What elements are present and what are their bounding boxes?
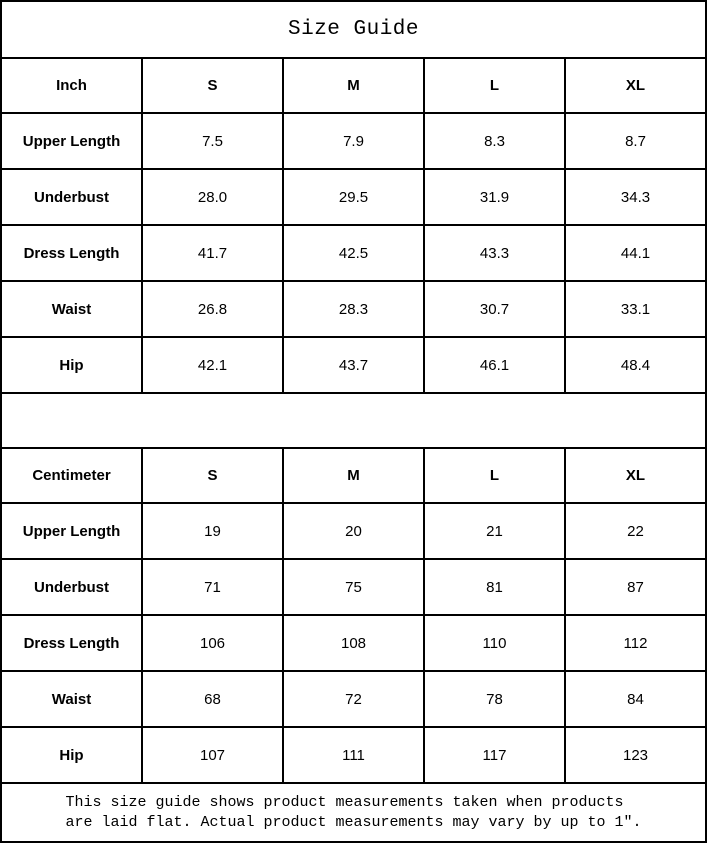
size-header-l: L — [423, 447, 566, 504]
size-header-xl: XL — [564, 447, 707, 504]
row-label: Hip — [0, 726, 143, 784]
footer-note-text: This size guide shows product measuremen… — [65, 793, 641, 833]
row-label: Dress Length — [0, 614, 143, 672]
measurement-cell: 44.1 — [564, 224, 707, 282]
measurement-cell: 33.1 — [564, 280, 707, 338]
unit-header-inch: Inch — [0, 57, 143, 114]
row-label: Waist — [0, 280, 143, 338]
measurement-cell: 81 — [423, 558, 566, 616]
table-row-waist-inch: Waist 26.8 28.3 30.7 33.1 — [0, 280, 707, 338]
row-label: Upper Length — [0, 502, 143, 560]
table-row-underbust-inch: Underbust 28.0 29.5 31.9 34.3 — [0, 168, 707, 226]
measurement-cell: 78 — [423, 670, 566, 728]
measurement-cell: 8.7 — [564, 112, 707, 170]
spacer-cell — [0, 392, 707, 449]
unit-header-centimeter: Centimeter — [0, 447, 143, 504]
measurement-cell: 43.3 — [423, 224, 566, 282]
row-label: Upper Length — [0, 112, 143, 170]
row-label: Hip — [0, 336, 143, 394]
table-row-upper-length-cm: Upper Length 19 20 21 22 — [0, 502, 707, 560]
measurement-cell: 46.1 — [423, 336, 566, 394]
measurement-cell: 72 — [282, 670, 425, 728]
measurement-cell: 117 — [423, 726, 566, 784]
table-row-dress-length-cm: Dress Length 106 108 110 112 — [0, 614, 707, 672]
measurement-cell: 111 — [282, 726, 425, 784]
measurement-cell: 110 — [423, 614, 566, 672]
size-header-m: M — [282, 57, 425, 114]
table-row-underbust-cm: Underbust 71 75 81 87 — [0, 558, 707, 616]
measurement-cell: 7.9 — [282, 112, 425, 170]
measurement-cell: 29.5 — [282, 168, 425, 226]
measurement-cell: 123 — [564, 726, 707, 784]
measurement-cell: 106 — [141, 614, 284, 672]
size-header-xl: XL — [564, 57, 707, 114]
measurement-cell: 26.8 — [141, 280, 284, 338]
row-label: Dress Length — [0, 224, 143, 282]
measurement-cell: 31.9 — [423, 168, 566, 226]
row-label: Waist — [0, 670, 143, 728]
measurement-cell: 22 — [564, 502, 707, 560]
size-header-m: M — [282, 447, 425, 504]
size-header-s: S — [141, 57, 284, 114]
measurement-cell: 28.0 — [141, 168, 284, 226]
measurement-cell: 68 — [141, 670, 284, 728]
title-row: Size Guide — [0, 0, 707, 59]
measurement-cell: 112 — [564, 614, 707, 672]
measurement-cell: 48.4 — [564, 336, 707, 394]
measurement-cell: 20 — [282, 502, 425, 560]
measurement-cell: 19 — [141, 502, 284, 560]
measurement-cell: 30.7 — [423, 280, 566, 338]
measurement-cell: 42.5 — [282, 224, 425, 282]
table-row-upper-length-inch: Upper Length 7.5 7.9 8.3 8.7 — [0, 112, 707, 170]
measurement-cell: 43.7 — [282, 336, 425, 394]
size-header-l: L — [423, 57, 566, 114]
measurement-cell: 41.7 — [141, 224, 284, 282]
table-row-hip-cm: Hip 107 111 117 123 — [0, 726, 707, 784]
page-title: Size Guide — [0, 0, 707, 59]
measurement-cell: 71 — [141, 558, 284, 616]
measurement-cell: 7.5 — [141, 112, 284, 170]
footer-row: This size guide shows product measuremen… — [0, 782, 707, 843]
measurement-cell: 84 — [564, 670, 707, 728]
measurement-cell: 108 — [282, 614, 425, 672]
table-row-waist-cm: Waist 68 72 78 84 — [0, 670, 707, 728]
inch-header-row: Inch S M L XL — [0, 57, 707, 114]
measurement-cell: 21 — [423, 502, 566, 560]
centimeter-header-row: Centimeter S M L XL — [0, 447, 707, 504]
measurement-cell: 42.1 — [141, 336, 284, 394]
row-label: Underbust — [0, 168, 143, 226]
measurement-cell: 87 — [564, 558, 707, 616]
measurement-cell: 8.3 — [423, 112, 566, 170]
table-row-dress-length-inch: Dress Length 41.7 42.5 43.3 44.1 — [0, 224, 707, 282]
size-header-s: S — [141, 447, 284, 504]
measurement-cell: 75 — [282, 558, 425, 616]
footer-note-line-1: This size guide shows product measuremen… — [65, 793, 624, 811]
measurement-cell: 28.3 — [282, 280, 425, 338]
row-label: Underbust — [0, 558, 143, 616]
measurement-cell: 107 — [141, 726, 284, 784]
measurement-cell: 34.3 — [564, 168, 707, 226]
spacer-row — [0, 392, 707, 449]
footer-note: This size guide shows product measuremen… — [0, 782, 707, 843]
footer-note-line-2: are laid flat. Actual product measuremen… — [65, 813, 642, 831]
table-row-hip-inch: Hip 42.1 43.7 46.1 48.4 — [0, 336, 707, 394]
